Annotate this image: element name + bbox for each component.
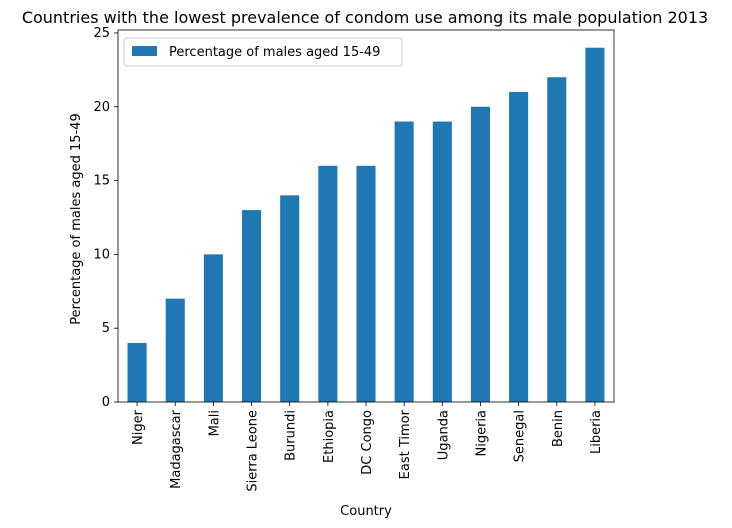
- y-tick-label: 10: [93, 247, 110, 262]
- y-axis: 0 5 10 15 20 25: [93, 26, 118, 410]
- bar: [203, 254, 223, 402]
- bar: [394, 121, 414, 403]
- x-axis: Niger Madagascar Mali Sierra Leone Burundi Et…: [131, 402, 604, 492]
- bar: [585, 47, 605, 402]
- x-tick-label: Burundi: [284, 410, 299, 461]
- bar: [432, 121, 452, 403]
- x-tick-label: Madagascar: [169, 409, 184, 489]
- x-tick-label: Sierra Leone: [246, 410, 261, 492]
- y-tick-label: 20: [93, 100, 110, 115]
- legend-box: [123, 37, 403, 67]
- bar: [127, 342, 147, 402]
- x-tick-label: Liberia: [589, 410, 604, 454]
- x-tick-label: Senegal: [513, 410, 528, 462]
- legend: Percentage of males aged 15-49: [123, 37, 403, 67]
- legend-swatch: [132, 46, 157, 56]
- y-axis-label: Percentage of males aged 15-49: [69, 113, 84, 324]
- x-tick-label: Nigeria: [474, 410, 489, 457]
- bar: [470, 106, 490, 402]
- bar: [165, 298, 185, 402]
- plot-area: [117, 29, 615, 403]
- x-tick-label: East Timor: [398, 409, 413, 479]
- x-tick-label: DC Congo: [360, 410, 375, 475]
- bar: [242, 210, 262, 402]
- y-tick-label: 25: [93, 26, 110, 41]
- y-tick-label: 0: [102, 395, 110, 410]
- bar: [547, 77, 567, 402]
- x-tick-label: Benin: [551, 410, 566, 447]
- x-tick-label: Niger: [131, 409, 146, 445]
- y-tick-label: 5: [102, 321, 110, 336]
- chart-title: Countries with the lowest prevalence of …: [22, 8, 708, 27]
- bar: [509, 92, 529, 402]
- bar: [280, 195, 300, 402]
- y-tick-label: 15: [93, 174, 110, 189]
- x-tick-label: Ethiopia: [322, 410, 337, 463]
- x-tick-label: Mali: [207, 410, 222, 436]
- x-axis-label: Country: [340, 504, 392, 519]
- bar: [318, 165, 338, 402]
- legend-label: Percentage of males aged 15-49: [169, 45, 380, 60]
- x-tick-label: Uganda: [436, 410, 451, 460]
- bar: [356, 165, 376, 402]
